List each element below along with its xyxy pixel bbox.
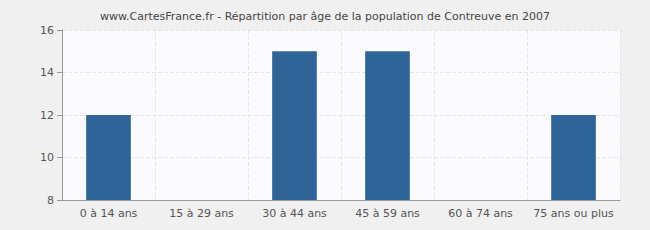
svg-text:75 ans ou plus: 75 ans ou plus [533,207,614,220]
svg-text:15 à 29 ans: 15 à 29 ans [169,207,234,220]
svg-text:10: 10 [40,151,54,164]
svg-text:www.CartesFrance.fr - Répartit: www.CartesFrance.fr - Répartition par âg… [100,10,550,23]
svg-text:30 à 44 ans: 30 à 44 ans [262,207,327,220]
svg-text:0 à 14 ans: 0 à 14 ans [80,207,138,220]
svg-text:14: 14 [40,66,54,79]
svg-text:12: 12 [40,109,54,122]
svg-text:8: 8 [47,194,54,207]
svg-text:60 à 74 ans: 60 à 74 ans [448,207,513,220]
svg-text:45 à 59 ans: 45 à 59 ans [355,207,420,220]
svg-text:16: 16 [40,24,54,37]
